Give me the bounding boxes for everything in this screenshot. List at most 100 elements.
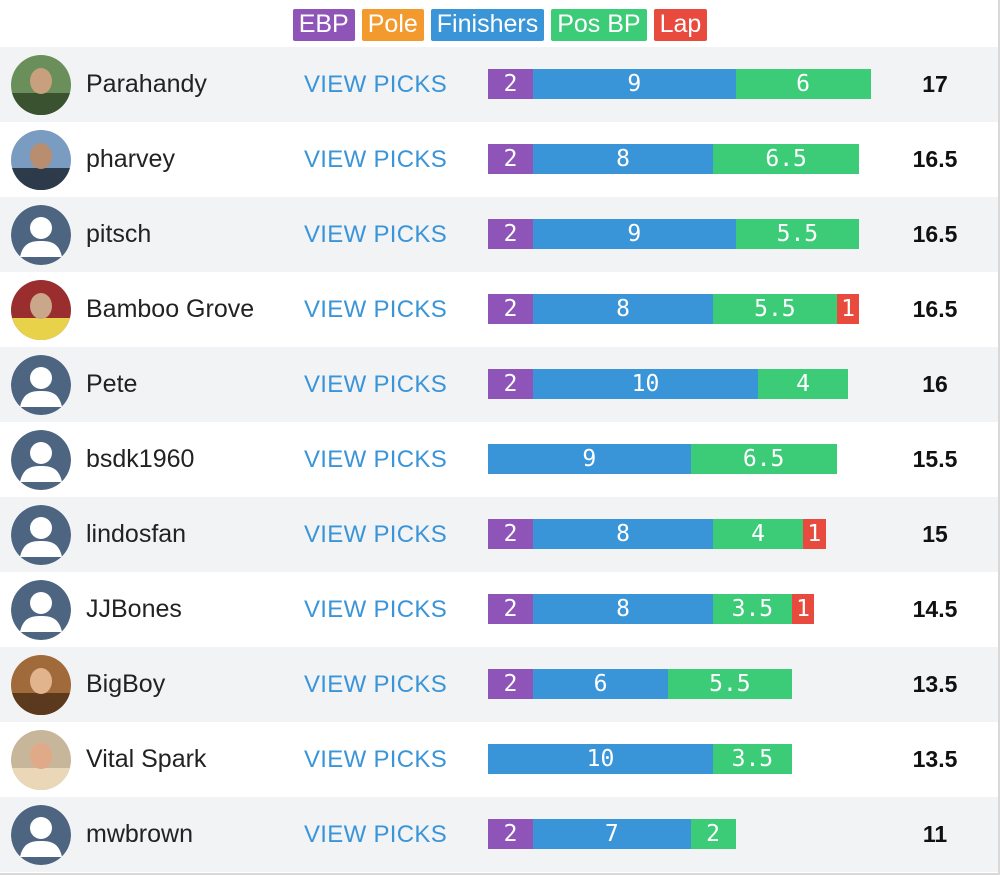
segment-finishers: 8 (533, 519, 713, 549)
segment-ebp: 2 (488, 594, 533, 624)
default-avatar-icon (11, 505, 71, 565)
segment-pos-bp: 6.5 (713, 144, 860, 174)
player-name: JJBones (86, 595, 182, 623)
avatar (11, 280, 71, 340)
view-picks-link[interactable]: VIEW PICKS (304, 146, 448, 173)
leaderboard-row: pitsch VIEW PICKS 2 9 5.5 16.5 (0, 197, 998, 272)
total-score: 11 (922, 821, 948, 847)
total-score: 16.5 (912, 296, 958, 322)
score-breakdown-bar: 2 8 6.5 (488, 144, 860, 174)
legend-ebp: EBP (292, 9, 355, 41)
view-picks-link[interactable]: VIEW PICKS (304, 221, 448, 248)
avatar (11, 730, 71, 790)
view-picks-link[interactable]: VIEW PICKS (304, 821, 448, 848)
player-name: pharvey (86, 145, 175, 173)
leaderboard-row: Vital Spark VIEW PICKS 10 3.5 13.5 (0, 722, 998, 797)
legend-lap: Lap (653, 9, 708, 41)
score-breakdown-bar: 2 10 4 (488, 369, 848, 399)
segment-pos-bp: 6 (735, 69, 871, 99)
segment-pos-bp: 5.5 (735, 219, 860, 249)
segment-ebp: 2 (488, 294, 533, 324)
segment-lap: 1 (836, 294, 860, 324)
segment-lap: 1 (791, 594, 815, 624)
player-name: Bamboo Grove (86, 295, 255, 323)
avatar (11, 655, 71, 715)
view-picks-link[interactable]: VIEW PICKS (304, 296, 448, 323)
total-score: 15.5 (912, 446, 958, 472)
total-score: 16.5 (912, 146, 958, 172)
score-breakdown-bar: 10 3.5 (488, 744, 792, 774)
segment-ebp: 2 (488, 219, 533, 249)
score-breakdown-bar: 2 8 3.5 1 (488, 594, 815, 624)
player-name: Vital Spark (86, 745, 207, 773)
segment-finishers: 9 (533, 219, 736, 249)
player-name: bsdk1960 (86, 445, 195, 473)
segment-pos-bp: 2 (690, 819, 736, 849)
leaderboard-row: BigBoy VIEW PICKS 2 6 5.5 13.5 (0, 647, 998, 722)
segment-finishers: 8 (533, 294, 713, 324)
leaderboard-row: Pete VIEW PICKS 2 10 4 16 (0, 347, 998, 422)
segment-ebp: 2 (488, 369, 533, 399)
segment-finishers: 10 (488, 744, 713, 774)
legend-pos-bp: Pos BP (551, 9, 647, 41)
total-score: 15 (922, 521, 948, 547)
default-avatar-icon (11, 805, 71, 865)
segment-finishers: 9 (533, 69, 736, 99)
leaderboard-row: JJBones VIEW PICKS 2 8 3.5 1 14.5 (0, 572, 998, 647)
total-score: 16 (922, 371, 948, 397)
total-score: 13.5 (912, 746, 958, 772)
player-name: lindosfan (86, 520, 187, 548)
total-score: 17 (922, 71, 948, 97)
view-picks-link[interactable]: VIEW PICKS (304, 746, 448, 773)
segment-ebp: 2 (488, 69, 533, 99)
score-breakdown-bar: 2 6 5.5 (488, 669, 792, 699)
leaderboard-row: mwbrown VIEW PICKS 2 7 2 11 (0, 797, 998, 872)
legend-finishers: Finishers (430, 9, 545, 41)
segment-finishers: 8 (533, 144, 713, 174)
view-picks-link[interactable]: VIEW PICKS (304, 521, 448, 548)
view-picks-link[interactable]: VIEW PICKS (304, 596, 448, 623)
default-avatar-icon (11, 355, 71, 415)
leaderboard-row: Parahandy VIEW PICKS 2 9 6 17 (0, 47, 998, 122)
segment-finishers: 7 (533, 819, 691, 849)
avatar (11, 130, 71, 190)
avatar (11, 55, 71, 115)
score-legend: EBP Pole Finishers Pos BP Lap (0, 9, 1000, 41)
default-avatar-icon (11, 205, 71, 265)
segment-lap: 1 (803, 519, 826, 549)
player-name: Parahandy (86, 70, 207, 98)
leaderboard-row: pharvey VIEW PICKS 2 8 6.5 16.5 (0, 122, 998, 197)
score-breakdown-bar: 9 6.5 (488, 444, 837, 474)
score-breakdown-bar: 2 9 5.5 (488, 219, 860, 249)
leaderboard-list: Parahandy VIEW PICKS 2 9 6 17 pharvey VIEW PICK… (0, 47, 998, 872)
leaderboard-row: lindosfan VIEW PICKS 2 8 4 1 15 (0, 497, 998, 572)
segment-ebp: 2 (488, 669, 533, 699)
view-picks-link[interactable]: VIEW PICKS (304, 671, 448, 698)
segment-ebp: 2 (488, 144, 533, 174)
view-picks-link[interactable]: VIEW PICKS (304, 446, 448, 473)
segment-finishers: 6 (533, 669, 668, 699)
player-name: mwbrown (86, 820, 193, 848)
segment-finishers: 9 (488, 444, 691, 474)
player-name: pitsch (86, 220, 152, 248)
leaderboard-row: Bamboo Grove VIEW PICKS 2 8 5.5 1 16.5 (0, 272, 998, 347)
segment-finishers: 10 (533, 369, 758, 399)
view-picks-link[interactable]: VIEW PICKS (304, 71, 448, 98)
segment-pos-bp: 3.5 (713, 594, 792, 624)
leaderboard-row: bsdk1960 VIEW PICKS 9 6.5 15.5 (0, 422, 998, 497)
segment-pos-bp: 4 (758, 369, 848, 399)
legend-pole: Pole (361, 9, 424, 41)
segment-ebp: 2 (488, 819, 533, 849)
view-picks-link[interactable]: VIEW PICKS (304, 371, 448, 398)
segment-finishers: 8 (533, 594, 713, 624)
player-name: BigBoy (86, 670, 166, 698)
segment-pos-bp: 6.5 (690, 444, 837, 474)
total-score: 13.5 (912, 671, 958, 697)
score-breakdown-bar: 2 8 5.5 1 (488, 294, 860, 324)
default-avatar-icon (11, 580, 71, 640)
total-score: 16.5 (912, 221, 958, 247)
default-avatar-icon (11, 430, 71, 490)
